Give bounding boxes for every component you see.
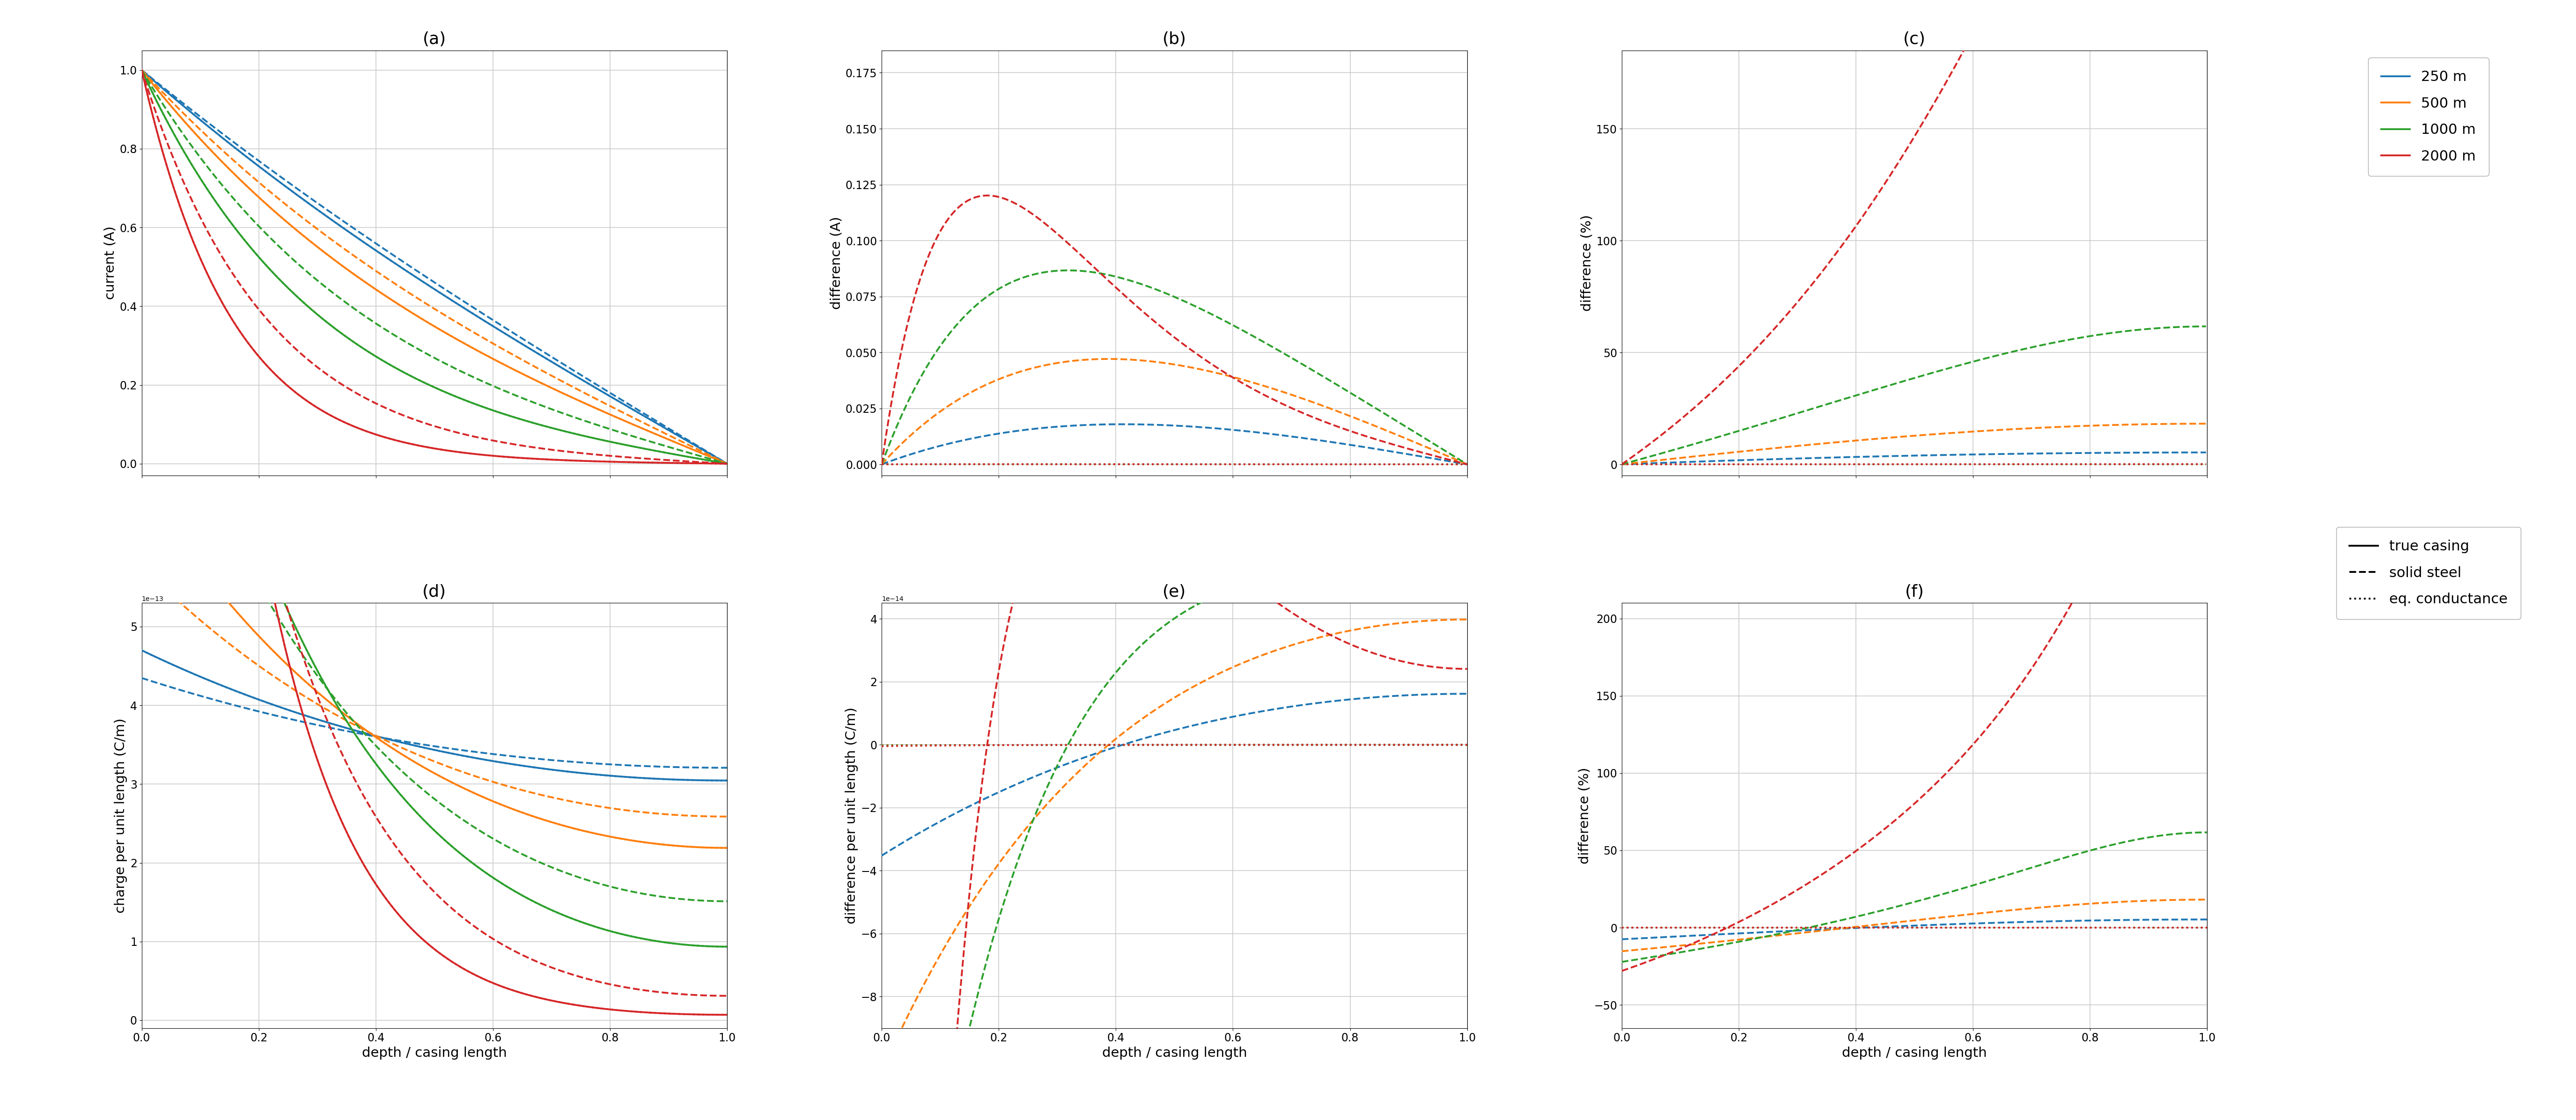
Title: (c): (c)	[1904, 31, 1927, 47]
Title: (d): (d)	[422, 584, 446, 600]
Y-axis label: current (A): current (A)	[103, 226, 116, 300]
Legend: true casing, solid steel, eq. conductance: true casing, solid steel, eq. conductanc…	[2336, 526, 2519, 619]
X-axis label: depth / casing length: depth / casing length	[361, 1046, 507, 1060]
Title: (f): (f)	[1904, 584, 1924, 600]
X-axis label: depth / casing length: depth / casing length	[1842, 1046, 1986, 1060]
Y-axis label: charge per unit length (C/m): charge per unit length (C/m)	[113, 718, 126, 913]
Y-axis label: difference (%): difference (%)	[1579, 215, 1595, 311]
X-axis label: depth / casing length: depth / casing length	[1103, 1046, 1247, 1060]
Title: (a): (a)	[422, 31, 446, 47]
Title: (b): (b)	[1162, 31, 1188, 47]
Y-axis label: difference (%): difference (%)	[1579, 767, 1592, 864]
Y-axis label: difference (A): difference (A)	[829, 216, 842, 309]
Y-axis label: difference per unit length (C/m): difference per unit length (C/m)	[845, 707, 858, 924]
Title: (e): (e)	[1162, 584, 1185, 600]
